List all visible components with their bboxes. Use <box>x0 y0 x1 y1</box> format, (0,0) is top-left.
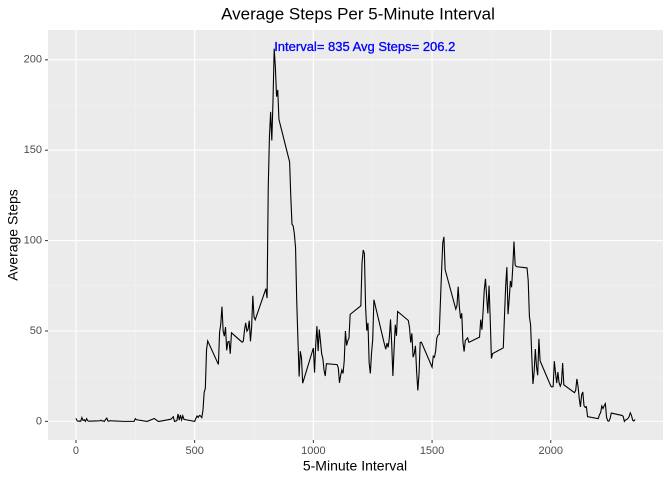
y-tick-label: 0 <box>36 415 42 427</box>
x-tick-label: 2000 <box>539 445 563 457</box>
y-axis-label: Average Steps <box>5 189 21 281</box>
y-tick-label: 50 <box>30 325 42 337</box>
panel <box>48 30 663 440</box>
y-tick-label: 200 <box>24 54 42 66</box>
annotation: Interval= 835 Avg Steps= 206.2 <box>274 39 455 54</box>
x-axis-label: 5-Minute Interval <box>303 458 407 474</box>
x-tick-label: 500 <box>185 445 203 457</box>
chart-title: Average Steps Per 5-Minute Interval <box>221 4 495 23</box>
y-tick-label: 150 <box>24 144 42 156</box>
x-tick-label: 0 <box>73 445 79 457</box>
y-tick-label: 100 <box>24 235 42 247</box>
line <box>75 48 636 423</box>
x-tick-label: 1000 <box>301 445 325 457</box>
x-tick-label: 1500 <box>420 445 444 457</box>
